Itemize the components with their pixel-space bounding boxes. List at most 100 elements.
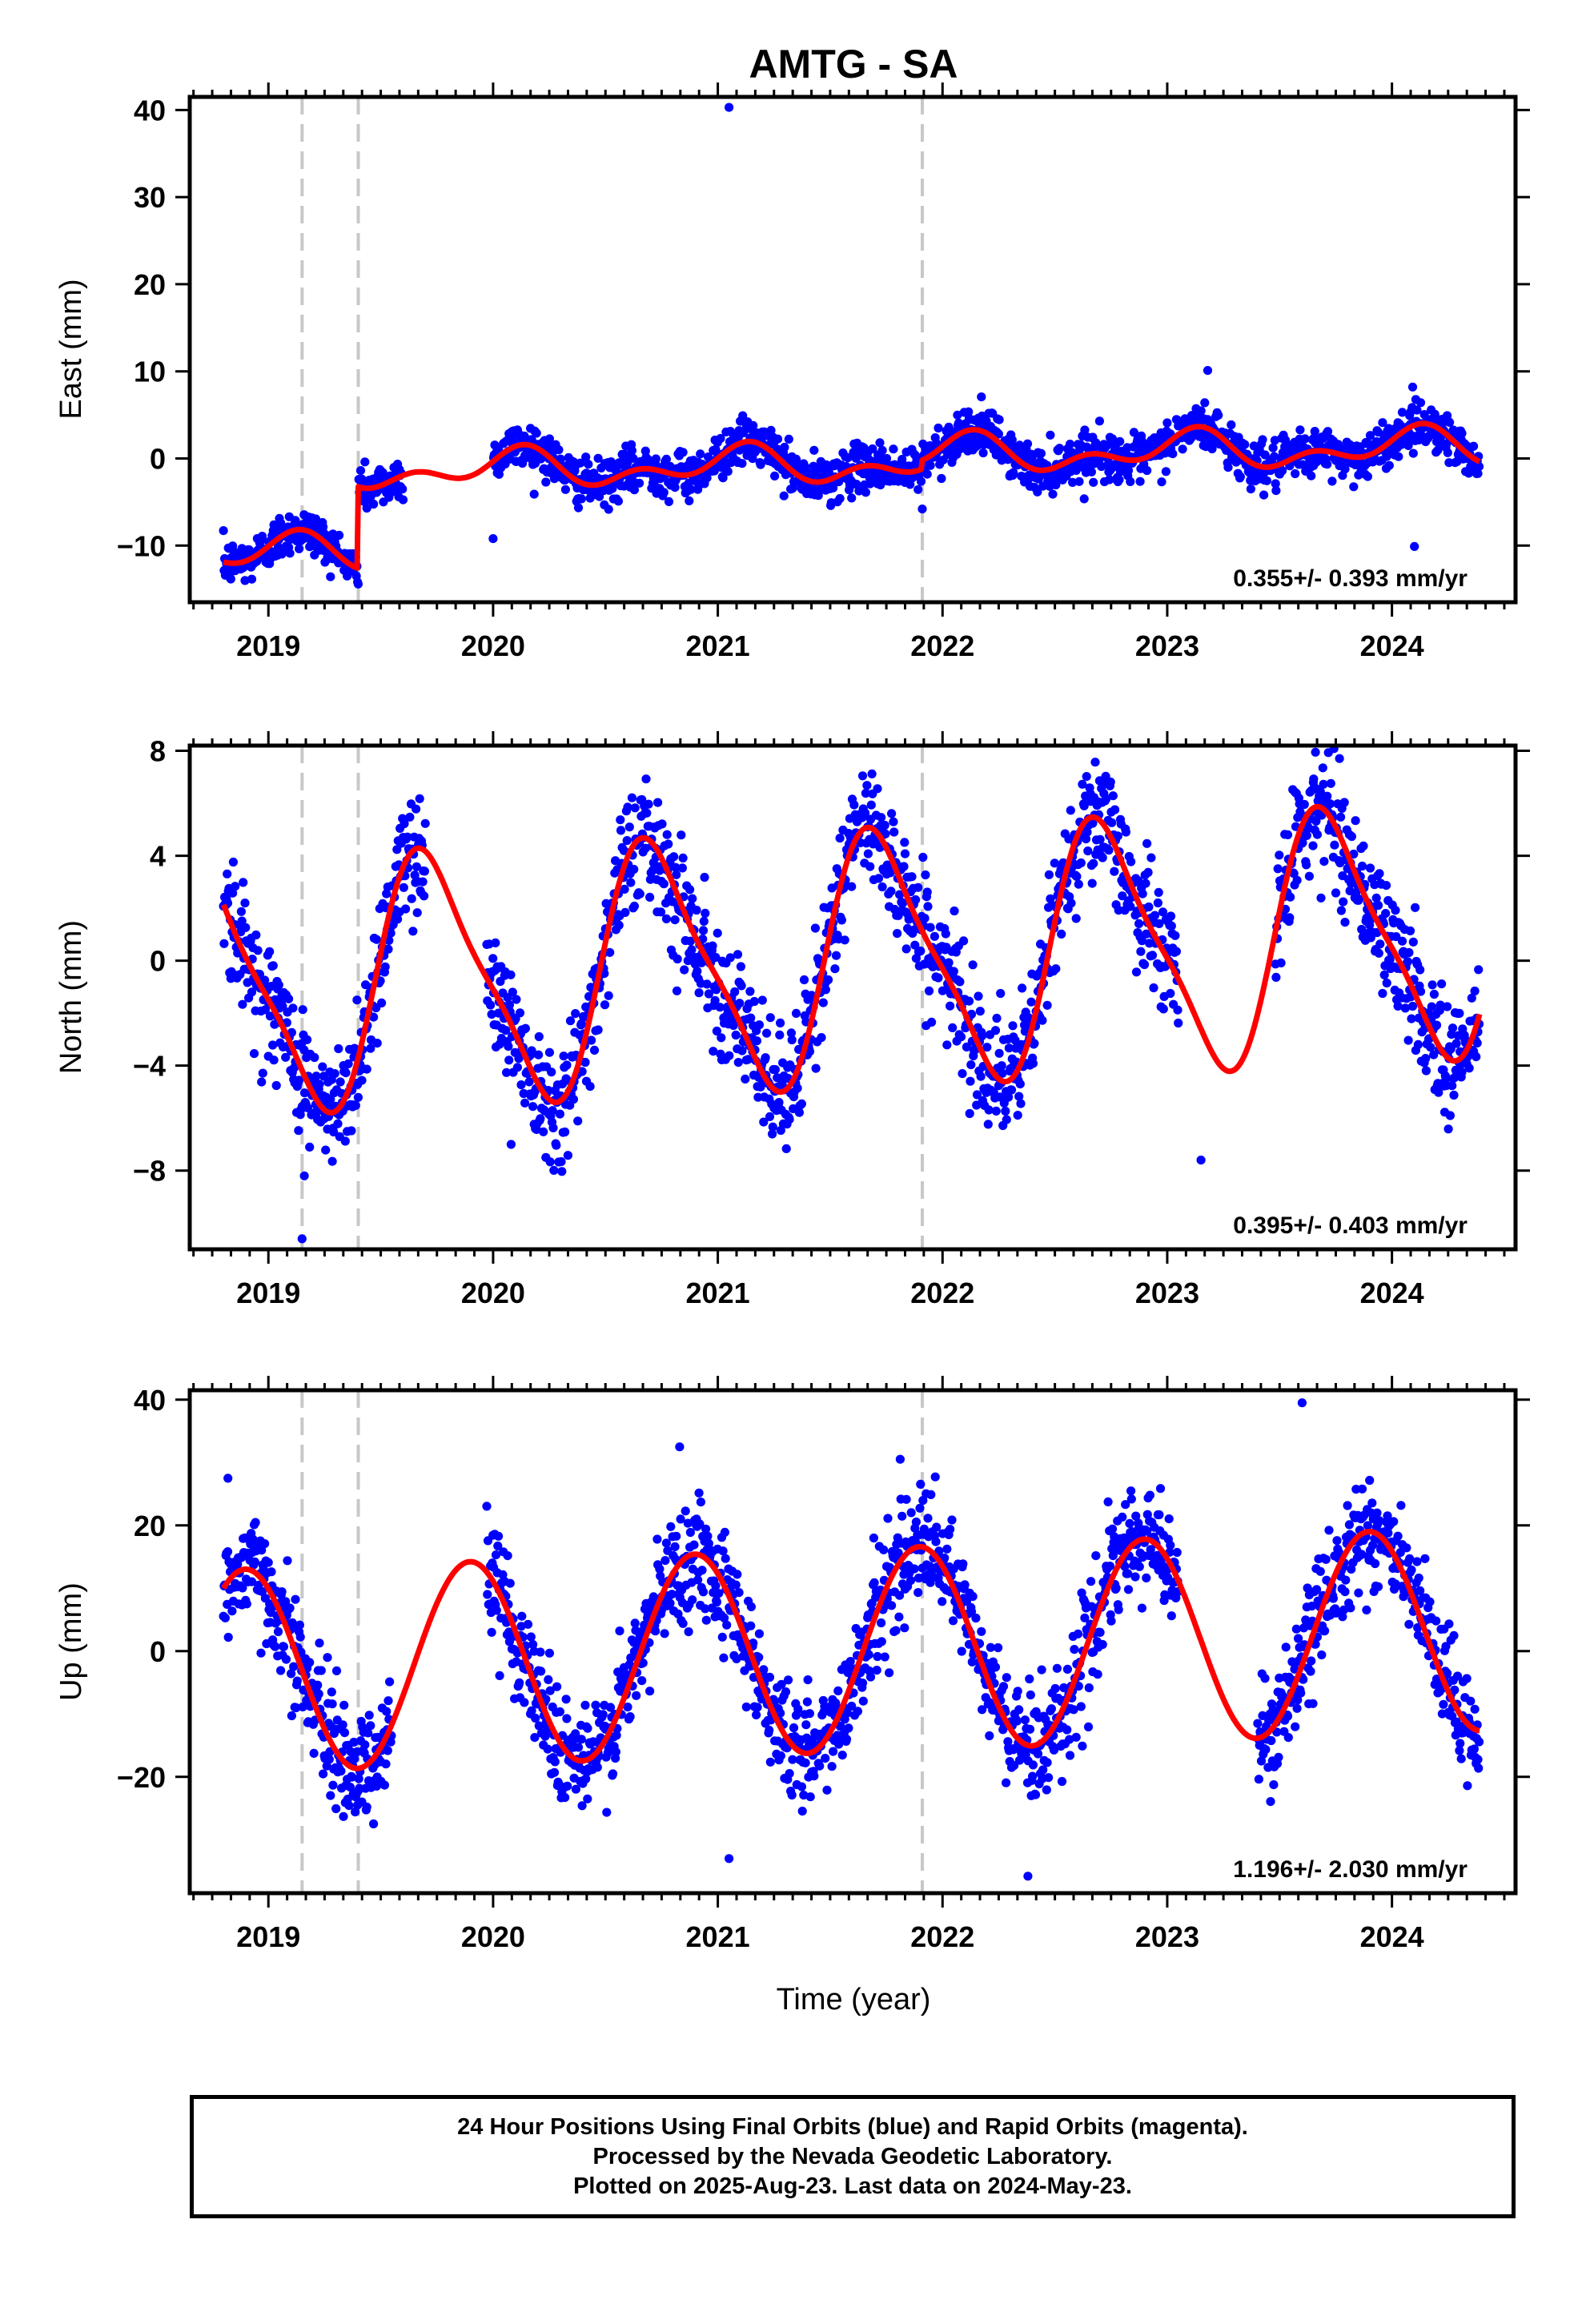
east-data-point xyxy=(1080,425,1090,435)
east-data-point xyxy=(1323,460,1332,469)
north-data-point xyxy=(545,1157,555,1167)
east-data-point xyxy=(247,574,257,584)
east-data-point xyxy=(1259,490,1269,500)
up-data-point xyxy=(530,1733,540,1743)
up-data-point xyxy=(364,1711,374,1720)
north-data-point xyxy=(941,929,950,939)
up-data-point xyxy=(704,1538,714,1548)
up-data-point xyxy=(697,1566,707,1575)
north-data-point xyxy=(1447,1023,1458,1033)
up-data-point xyxy=(544,1648,555,1658)
east-panel: 2019 2020 2021 2022 2023 2024−10010203040East… xyxy=(54,82,1530,662)
east-data-point xyxy=(1054,444,1064,453)
north-data-point xyxy=(501,1026,511,1035)
north-data-point xyxy=(823,975,833,985)
north-data-point xyxy=(305,1142,315,1152)
north-data-point xyxy=(415,794,424,803)
east-data-point xyxy=(1415,398,1426,408)
north-data-point xyxy=(877,813,886,822)
north-data-point xyxy=(1312,830,1322,839)
north-data-point xyxy=(269,1055,279,1065)
up-data-point xyxy=(223,1547,233,1557)
north-data-point xyxy=(1138,889,1147,899)
north-data-point xyxy=(1158,907,1168,917)
up-data-point xyxy=(344,1801,354,1811)
up-data-point xyxy=(288,1621,298,1630)
up-data-point xyxy=(554,1779,564,1789)
east-data-points xyxy=(219,103,1484,602)
north-data-point xyxy=(536,1114,545,1124)
north-data-point xyxy=(1174,1018,1183,1028)
east-data-point xyxy=(1291,468,1300,479)
north-data-point xyxy=(386,928,396,938)
up-data-point xyxy=(753,1703,762,1712)
up-data-point xyxy=(536,1667,546,1676)
up-data-point xyxy=(701,1615,711,1625)
north-data-point xyxy=(887,809,897,818)
up-data-point xyxy=(612,1731,621,1740)
up-data-point xyxy=(701,1604,710,1614)
north-data-point xyxy=(288,1003,298,1013)
north-data-point xyxy=(956,1032,966,1042)
north-data-point xyxy=(984,1105,994,1115)
up-data-point xyxy=(560,1793,570,1803)
north-data-point xyxy=(334,1043,343,1054)
north-data-point xyxy=(761,1053,770,1063)
north-data-point xyxy=(1098,853,1107,862)
up-data-point xyxy=(746,1602,757,1611)
up-data-point xyxy=(701,1524,711,1534)
up-data-point xyxy=(362,1802,371,1812)
up-data-point xyxy=(879,1545,889,1554)
up-data-point xyxy=(543,1744,552,1754)
north-data-point xyxy=(1381,909,1391,919)
north-data-point xyxy=(913,883,923,892)
up-data-point xyxy=(287,1711,296,1721)
north-data-point xyxy=(1071,914,1081,923)
north-outlier-point xyxy=(1196,1156,1206,1165)
east-data-point xyxy=(1351,460,1360,470)
north-data-point xyxy=(1090,758,1100,767)
east-data-point xyxy=(685,496,694,506)
north-data-point xyxy=(672,870,681,879)
north-data-point xyxy=(614,920,624,930)
east-data-point xyxy=(1091,438,1101,448)
north-data-point xyxy=(1276,958,1286,967)
north-data-point xyxy=(534,1050,544,1059)
north-data-point xyxy=(504,1055,514,1065)
up-data-point xyxy=(383,1746,392,1755)
north-data-point xyxy=(627,793,637,802)
north-data-point xyxy=(1411,903,1420,912)
up-data-point xyxy=(731,1580,741,1590)
east-x-tick-label: 2022 xyxy=(910,629,974,662)
east-data-point xyxy=(1445,417,1455,428)
east-data-point xyxy=(1397,408,1407,417)
east-data-point xyxy=(664,497,674,507)
north-data-point xyxy=(1302,860,1311,870)
up-data-point xyxy=(615,1626,624,1636)
north-data-point xyxy=(504,1000,515,1010)
north-data-point xyxy=(975,1007,985,1016)
east-data-point xyxy=(635,478,644,488)
north-data-point xyxy=(746,1013,756,1023)
up-data-point xyxy=(326,1791,335,1800)
up-data-point xyxy=(645,1687,655,1696)
up-data-point xyxy=(363,1728,373,1738)
east-data-point xyxy=(1327,476,1337,486)
north-data-point xyxy=(996,988,1006,999)
up-data-point xyxy=(281,1597,291,1606)
north-data-point xyxy=(972,1090,982,1100)
north-data-point xyxy=(1340,918,1350,927)
north-data-point xyxy=(563,1151,573,1160)
north-data-point xyxy=(962,1042,971,1051)
north-data-point xyxy=(731,1030,741,1040)
east-x-tick-label: 2021 xyxy=(686,629,750,662)
north-data-point xyxy=(593,1025,603,1035)
up-data-point xyxy=(351,1807,360,1817)
north-data-point xyxy=(1131,967,1142,977)
up-data-point xyxy=(277,1587,287,1597)
east-data-point xyxy=(773,434,783,444)
north-data-point xyxy=(600,1000,610,1010)
north-data-point xyxy=(371,935,381,944)
east-data-point xyxy=(1246,485,1255,494)
north-data-point xyxy=(315,1080,324,1089)
